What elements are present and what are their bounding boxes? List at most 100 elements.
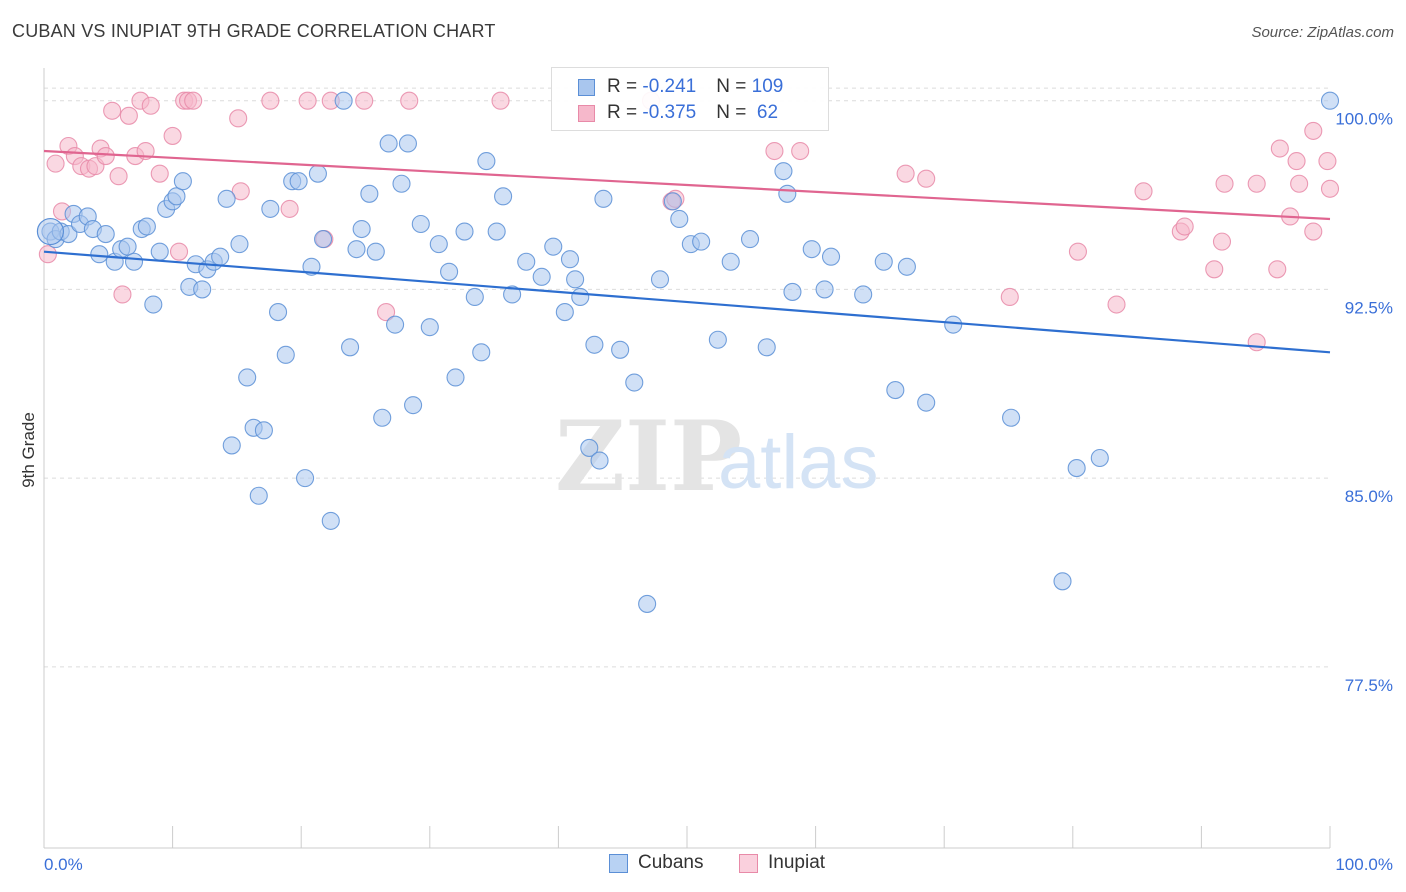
y-tick-label: 92.5% xyxy=(1345,298,1393,317)
cubans-point xyxy=(366,242,385,261)
inupiat-point xyxy=(1175,217,1194,236)
cubans-point xyxy=(740,230,760,249)
cubans-point xyxy=(692,232,711,251)
inupiat-point xyxy=(1000,287,1019,307)
trend-line-cubans xyxy=(43,250,1331,354)
inupiat-point xyxy=(231,182,250,201)
legend-row-inupiat: R = -0.375 N = 62 xyxy=(578,101,778,125)
inupiat-point xyxy=(1247,333,1266,352)
cubans-point xyxy=(249,486,268,505)
series-cubans-points xyxy=(36,91,1340,613)
legend-swatch-inupiat xyxy=(578,104,595,122)
cubans-point xyxy=(392,174,411,193)
legend-item-inupiat: Inupiat xyxy=(739,852,825,874)
legend-n-label: N = xyxy=(716,102,752,123)
inupiat-point xyxy=(917,169,936,188)
cubans-point xyxy=(118,237,137,256)
cubans-point xyxy=(144,295,163,314)
inupiat-point xyxy=(38,245,57,264)
legend-item-cubans: Cubans xyxy=(609,852,704,874)
cubans-point xyxy=(625,373,644,392)
inupiat-point xyxy=(1068,242,1087,261)
inupiat-point xyxy=(1304,222,1323,241)
cubans-point xyxy=(487,222,506,241)
cubans-point xyxy=(360,184,379,203)
y-tick-label: 85.0% xyxy=(1345,487,1393,506)
cubans-point xyxy=(774,162,793,181)
inupiat-point xyxy=(280,199,299,218)
cubans-point xyxy=(96,225,115,244)
cubans-point xyxy=(590,451,609,470)
trend-line-inupiat xyxy=(43,149,1331,221)
inupiat-point xyxy=(1247,174,1266,193)
cubans-point xyxy=(269,303,288,322)
watermark-zip: ZIP xyxy=(555,400,742,513)
legend-swatch-cubans xyxy=(609,853,628,873)
cubans-point xyxy=(429,235,448,254)
inupiat-point xyxy=(1215,174,1234,193)
legend-r-value-cubans: -0.241 xyxy=(642,76,697,97)
cubans-point xyxy=(90,245,109,264)
cubans-point xyxy=(721,252,740,271)
cubans-point xyxy=(455,222,474,241)
cubans-point xyxy=(373,408,392,427)
cubans-point xyxy=(897,257,916,276)
inupiat-point xyxy=(184,91,203,110)
cubans-point xyxy=(560,250,580,269)
cubans-point xyxy=(440,262,459,281)
cubans-point xyxy=(708,330,727,349)
watermark-atlas: atlas xyxy=(718,420,879,505)
inupiat-point xyxy=(46,154,65,173)
inupiat-point xyxy=(150,164,169,183)
cubans-point xyxy=(783,282,802,301)
cubans-point xyxy=(503,285,522,304)
cubans-point xyxy=(917,393,936,412)
cubans-point xyxy=(150,242,169,261)
legend-swatch-inupiat xyxy=(739,853,758,873)
inupiat-point xyxy=(113,285,132,304)
inupiat-point xyxy=(1107,295,1126,314)
stats-legend: R = -0.241 N = 109 R = -0.375 N = 62 xyxy=(551,67,829,131)
source-label: Source: ZipAtlas.com xyxy=(1251,24,1394,41)
inupiat-point xyxy=(400,91,419,110)
cubans-point xyxy=(1320,91,1340,110)
cubans-point xyxy=(211,247,230,266)
legend-r-label: R = xyxy=(607,102,643,123)
cubans-point xyxy=(611,340,630,359)
cubans-point xyxy=(821,247,841,266)
inupiat-point xyxy=(119,106,138,125)
cubans-point xyxy=(222,436,241,455)
inupiat-point xyxy=(169,242,189,261)
cubans-point xyxy=(124,252,144,271)
chart-title: CUBAN VS INUPIAT 9TH GRADE CORRELATION C… xyxy=(12,21,496,41)
trend-lines xyxy=(43,149,1331,354)
cubans-point xyxy=(778,184,797,203)
inupiat-point xyxy=(103,101,122,120)
cubans-point xyxy=(663,192,682,211)
inupiat-point xyxy=(1212,232,1232,251)
cubans-point xyxy=(289,172,308,191)
cubans-point xyxy=(815,280,834,299)
grid-lines xyxy=(44,87,1330,668)
series-legend: Cubans Inupiat xyxy=(0,852,1406,878)
cubans-point xyxy=(193,280,212,299)
inupiat-point xyxy=(96,147,115,166)
cubans-point xyxy=(238,368,257,387)
inupiat-point xyxy=(791,141,810,161)
cubans-point xyxy=(638,594,657,613)
cubans-point xyxy=(757,338,776,357)
cubans-point xyxy=(477,152,496,171)
inupiat-point xyxy=(163,126,182,145)
inupiat-point xyxy=(491,91,510,110)
cubans-point xyxy=(137,217,156,236)
cubans-point xyxy=(465,287,484,307)
inupiat-point xyxy=(1290,174,1309,193)
inupiat-point xyxy=(229,109,248,128)
inupiat-point xyxy=(377,303,396,322)
cubans-point xyxy=(398,134,417,153)
cubans-point xyxy=(472,343,491,362)
inupiat-point xyxy=(109,167,128,186)
cubans-point xyxy=(217,189,236,208)
cubans-point xyxy=(314,230,333,249)
cubans-point-large xyxy=(36,217,65,246)
